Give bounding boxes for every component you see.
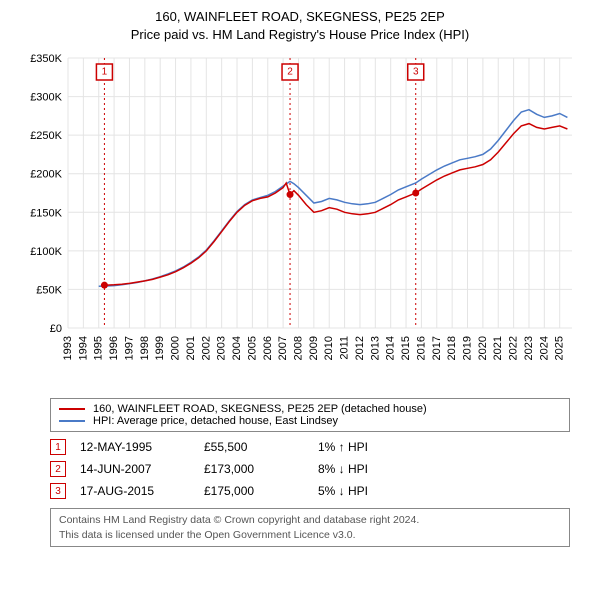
svg-text:£350K: £350K <box>30 53 62 65</box>
transaction-date: 14-JUN-2007 <box>80 462 190 476</box>
svg-text:2018: 2018 <box>446 336 458 360</box>
legend-swatch-hpi <box>59 420 85 422</box>
transaction-price: £55,500 <box>204 440 304 454</box>
svg-text:2015: 2015 <box>400 336 412 360</box>
title-subtitle: Price paid vs. HM Land Registry's House … <box>10 26 590 44</box>
transaction-marker-1: 1 <box>50 439 66 455</box>
svg-text:£50K: £50K <box>36 285 62 297</box>
legend-swatch-property <box>59 408 85 410</box>
svg-text:2008: 2008 <box>292 336 304 360</box>
attribution-line1: Contains HM Land Registry data © Crown c… <box>59 513 561 527</box>
svg-text:2005: 2005 <box>246 336 258 360</box>
svg-text:2002: 2002 <box>200 336 212 360</box>
transaction-marker-3: 3 <box>50 483 66 499</box>
svg-text:1997: 1997 <box>123 336 135 360</box>
svg-text:2011: 2011 <box>339 336 351 360</box>
svg-text:2020: 2020 <box>477 336 489 360</box>
transaction-note: 5% ↓ HPI <box>318 484 368 498</box>
chart-container: 160, WAINFLEET ROAD, SKEGNESS, PE25 2EP … <box>0 0 600 559</box>
svg-text:1995: 1995 <box>93 336 105 360</box>
transaction-row: 1 12-MAY-1995 £55,500 1% ↑ HPI <box>50 436 570 458</box>
attribution-line2: This data is licensed under the Open Gov… <box>59 528 561 542</box>
transaction-price: £175,000 <box>204 484 304 498</box>
legend: 160, WAINFLEET ROAD, SKEGNESS, PE25 2EP … <box>50 398 570 432</box>
transaction-row: 3 17-AUG-2015 £175,000 5% ↓ HPI <box>50 480 570 502</box>
attribution: Contains HM Land Registry data © Crown c… <box>50 508 570 546</box>
svg-text:2017: 2017 <box>431 336 443 360</box>
svg-text:2021: 2021 <box>492 336 504 360</box>
svg-text:£200K: £200K <box>30 169 62 181</box>
svg-text:2001: 2001 <box>185 336 197 360</box>
svg-text:2009: 2009 <box>308 336 320 360</box>
transaction-note: 1% ↑ HPI <box>318 440 368 454</box>
title-address: 160, WAINFLEET ROAD, SKEGNESS, PE25 2EP <box>10 8 590 26</box>
legend-label-hpi: HPI: Average price, detached house, East… <box>93 415 338 427</box>
svg-text:1993: 1993 <box>62 336 74 360</box>
svg-text:2006: 2006 <box>262 336 274 360</box>
transaction-date: 12-MAY-1995 <box>80 440 190 454</box>
svg-text:3: 3 <box>413 67 419 78</box>
legend-item-hpi: HPI: Average price, detached house, East… <box>59 415 561 427</box>
svg-text:2014: 2014 <box>385 336 397 360</box>
svg-text:2023: 2023 <box>523 336 535 360</box>
svg-text:£300K: £300K <box>30 92 62 104</box>
svg-text:£100K: £100K <box>30 246 62 258</box>
svg-text:1994: 1994 <box>77 336 89 360</box>
svg-text:2016: 2016 <box>415 336 427 360</box>
svg-text:2025: 2025 <box>554 336 566 360</box>
legend-label-property: 160, WAINFLEET ROAD, SKEGNESS, PE25 2EP … <box>93 403 427 415</box>
svg-text:£250K: £250K <box>30 131 62 143</box>
svg-text:2024: 2024 <box>538 336 550 360</box>
legend-item-property: 160, WAINFLEET ROAD, SKEGNESS, PE25 2EP … <box>59 403 561 415</box>
svg-text:£0: £0 <box>50 323 62 335</box>
transaction-row: 2 14-JUN-2007 £173,000 8% ↓ HPI <box>50 458 570 480</box>
svg-text:2019: 2019 <box>462 336 474 360</box>
svg-text:2010: 2010 <box>323 336 335 360</box>
transaction-note: 8% ↓ HPI <box>318 462 368 476</box>
svg-text:2013: 2013 <box>369 336 381 360</box>
svg-text:1999: 1999 <box>154 336 166 360</box>
title-block: 160, WAINFLEET ROAD, SKEGNESS, PE25 2EP … <box>10 8 590 44</box>
chart-svg: £0 £50K £100K £150K £200K £250K £300K £350K 1993… <box>20 52 580 392</box>
svg-text:1996: 1996 <box>108 336 120 360</box>
svg-text:£150K: £150K <box>30 208 62 220</box>
svg-text:2022: 2022 <box>508 336 520 360</box>
svg-text:2004: 2004 <box>231 336 243 360</box>
svg-text:1: 1 <box>102 67 108 78</box>
transaction-price: £173,000 <box>204 462 304 476</box>
transaction-marker-2: 2 <box>50 461 66 477</box>
svg-text:1998: 1998 <box>139 336 151 360</box>
svg-text:2003: 2003 <box>216 336 228 360</box>
svg-text:2007: 2007 <box>277 336 289 360</box>
svg-text:2012: 2012 <box>354 336 366 360</box>
svg-text:2: 2 <box>287 67 293 78</box>
transaction-date: 17-AUG-2015 <box>80 484 190 498</box>
svg-text:2000: 2000 <box>170 336 182 360</box>
transactions-table: 1 12-MAY-1995 £55,500 1% ↑ HPI 2 14-JUN-… <box>50 436 570 502</box>
chart-area: £0 £50K £100K £150K £200K £250K £300K £350K 1993… <box>20 52 580 392</box>
